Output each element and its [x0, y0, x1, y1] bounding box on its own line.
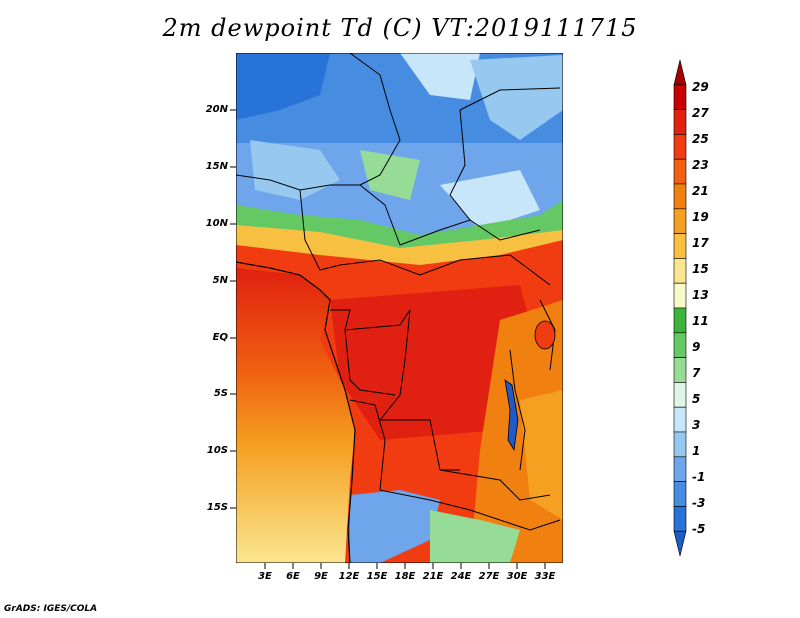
map-title: 2m dewpoint Td (C) VT:2019111715 [162, 14, 638, 42]
colorbar-segment [673, 84, 687, 110]
colorbar-label: 21 [692, 184, 709, 198]
colorbar-segment [673, 208, 687, 234]
lat-label: 10N [205, 218, 228, 229]
colorbar-segment [673, 134, 687, 160]
lon-label: 15E [366, 571, 388, 582]
lake-victoria [534, 320, 556, 350]
colorbar-segment [673, 481, 687, 507]
colorbar-segment [673, 406, 687, 433]
colorbar-segment [673, 233, 687, 259]
colorbar-label: 5 [692, 392, 701, 406]
colorbar-segment [673, 183, 687, 210]
colorbar-label: -3 [692, 496, 706, 510]
colorbar-segment [673, 431, 687, 458]
lon-label: 33E [534, 571, 556, 582]
lon-label: 9E [314, 571, 328, 582]
lat-label: 15S [206, 502, 228, 513]
lon-label: 27E [478, 571, 500, 582]
colorbar-segment [673, 332, 687, 358]
colorbar-segment [673, 456, 687, 482]
colorbar-label: 7 [692, 366, 701, 380]
lon-label: 21E [422, 571, 444, 582]
colorbar-segment [673, 258, 687, 284]
credit-text: GrADS: IGES/COLA [4, 604, 98, 614]
colorbar-label: 23 [692, 158, 709, 172]
lat-label: 5N [212, 275, 228, 286]
colorbar-label: 13 [692, 288, 709, 302]
colorbar-label: -1 [692, 470, 706, 484]
colorbar-label: -5 [692, 522, 706, 536]
colorbar-label: 27 [692, 106, 709, 120]
colorbar-label: 1 [692, 444, 701, 458]
lat-label: 10S [206, 445, 228, 456]
axis-ticks [230, 109, 546, 569]
colorbar-label: 17 [692, 236, 709, 250]
colorbar-segment [673, 109, 687, 135]
lat-label: 5S [213, 388, 228, 399]
coastline [236, 261, 356, 563]
lon-label: 30E [506, 571, 528, 582]
lat-label: EQ [212, 332, 228, 343]
country-borders [236, 53, 561, 531]
colorbar-label: 15 [692, 262, 709, 276]
lon-label: 3E [258, 571, 272, 582]
lake-tanganyika [504, 379, 519, 452]
colorbar-segment [673, 506, 687, 532]
lon-label: 18E [394, 571, 416, 582]
colorbar-segment [673, 307, 687, 334]
colorbar-label: 29 [692, 80, 709, 94]
colorbar-segment [673, 59, 687, 86]
colorbar-label: 19 [692, 210, 709, 224]
lon-label: 12E [338, 571, 360, 582]
lat-label: 15N [205, 161, 228, 172]
lon-label: 6E [286, 571, 300, 582]
colorbar-label: 3 [692, 418, 701, 432]
map-field [236, 53, 563, 563]
colorbar-segment [673, 530, 687, 557]
colorbar-segment [673, 158, 687, 185]
colorbar-segment [673, 282, 687, 309]
colorbar-label: 25 [692, 132, 709, 146]
colorbar [673, 59, 687, 557]
lon-label: 24E [450, 571, 472, 582]
lat-label: 20N [205, 104, 228, 115]
colorbar-segment [673, 357, 687, 383]
colorbar-label: 9 [692, 340, 701, 354]
colorbar-segment [673, 382, 687, 408]
colorbar-label: 11 [692, 314, 709, 328]
